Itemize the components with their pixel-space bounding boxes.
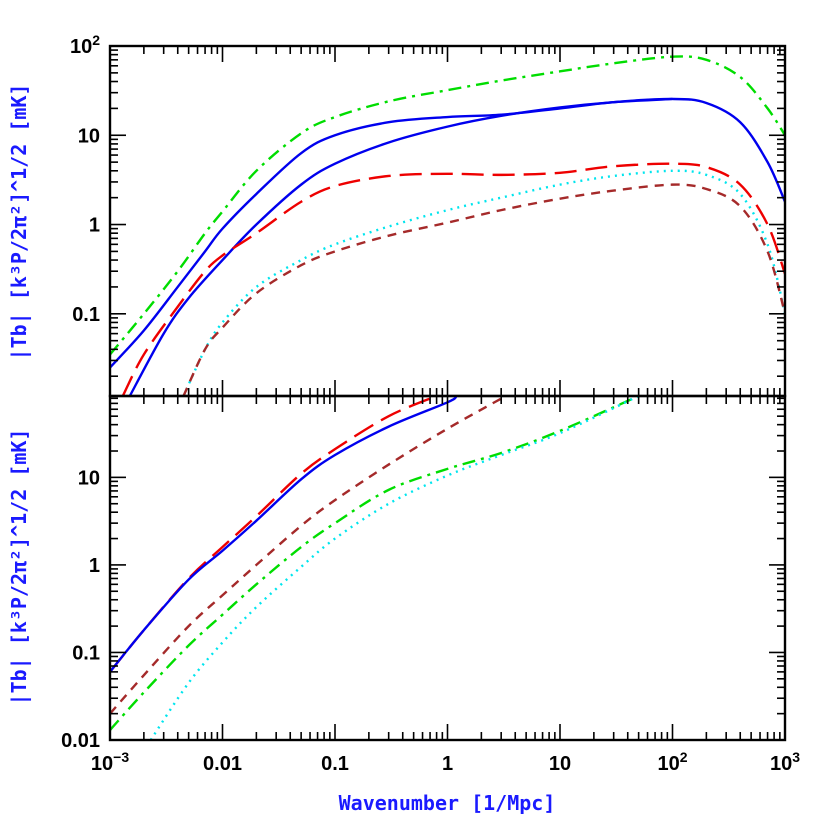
y-tick-label: 1 bbox=[89, 215, 100, 237]
x-tick-label: 0.1 bbox=[321, 753, 349, 775]
y-axis-title-bottom: |Tb| [k³P/2π²]^1/2 [mK] bbox=[7, 429, 31, 706]
series-bottom-red-long-dash bbox=[110, 396, 438, 673]
series-bottom-blue-solid bbox=[110, 396, 458, 673]
ticks-top bbox=[109, 45, 785, 396]
y-tick-label: 0.01 bbox=[61, 730, 100, 752]
x-axis-title: Wavenumber [1/Mpc] bbox=[339, 791, 556, 815]
ticks-bottom bbox=[109, 396, 785, 741]
series-top-green-dash-dot bbox=[110, 55, 785, 356]
series-top-cyan-dotted bbox=[182, 169, 785, 396]
series-bottom-brown-short-dash bbox=[110, 396, 507, 715]
series-top-blue-solid-upper bbox=[110, 97, 785, 369]
series-bottom-cyan-dotted bbox=[149, 396, 640, 740]
x-tick-label: 103 bbox=[770, 749, 800, 775]
series-top-red-long-dash bbox=[121, 162, 785, 396]
y-axis-title-top: |Tb| [k³P/2π²]^1/2 [mK] bbox=[7, 84, 31, 361]
panel-top: 102 10 1 0.1 bbox=[70, 32, 787, 398]
y-tick-label: 10 bbox=[78, 125, 100, 147]
y-tick-label: 1 bbox=[89, 555, 100, 577]
x-tick-label: 102 bbox=[657, 749, 687, 775]
frame-bottom bbox=[108, 394, 787, 742]
x-tick-label: 10 bbox=[549, 753, 571, 775]
y-tick-label: 10 bbox=[78, 467, 100, 489]
curves-top bbox=[110, 55, 785, 396]
x-tick-label: 10−3 bbox=[91, 749, 129, 775]
series-top-blue-solid-lower bbox=[128, 97, 673, 396]
series-bottom-green-dash-dot bbox=[110, 396, 640, 731]
curves-bottom bbox=[110, 396, 640, 740]
x-tick-label: 0.01 bbox=[203, 753, 242, 775]
y-tick-label: 0.1 bbox=[72, 304, 100, 326]
y-tick-label: 102 bbox=[70, 32, 100, 58]
x-tick-label: 1 bbox=[442, 753, 453, 775]
series-top-brown-short-dash bbox=[182, 183, 785, 396]
y-tick-label: 0.1 bbox=[72, 642, 100, 664]
